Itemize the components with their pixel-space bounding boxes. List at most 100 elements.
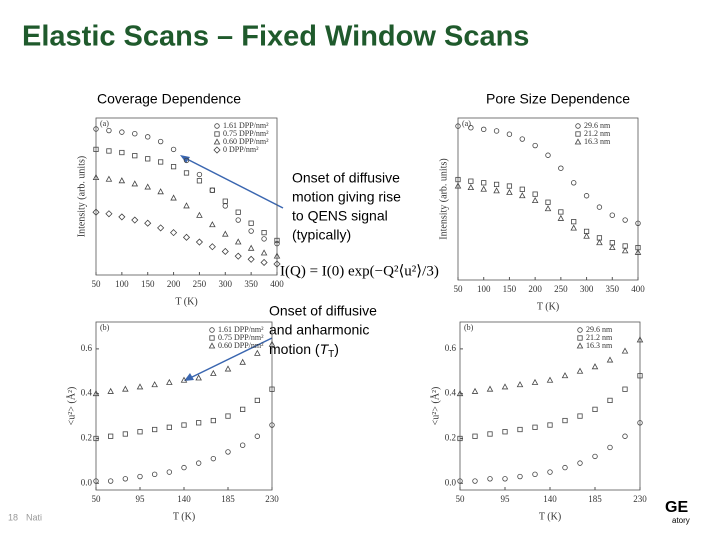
point (260, 258, 268, 267)
point (577, 413, 583, 419)
x-tick-label: 300 (219, 279, 233, 289)
point (547, 469, 553, 475)
legend-label: 29.6 nm (586, 325, 613, 334)
point (209, 221, 216, 228)
point (532, 424, 538, 430)
legend-label: 0.60 DPP/nm² (223, 137, 269, 146)
point (107, 478, 114, 484)
legend-label: 1.61 DPP/nm² (223, 121, 269, 130)
x-tick-label: 400 (270, 279, 284, 289)
point (105, 210, 113, 218)
point (106, 148, 112, 154)
point (118, 213, 126, 221)
point (214, 123, 220, 129)
point (239, 358, 246, 365)
point (122, 431, 128, 437)
point (195, 460, 202, 466)
panel-label: (a) (100, 119, 109, 128)
point (621, 347, 629, 354)
point (558, 165, 564, 171)
point (517, 473, 523, 480)
y-axis-label: <u²> (Å²) (65, 387, 77, 426)
section-label: Coverage Dependence (97, 91, 241, 107)
point (468, 178, 474, 184)
logo-text: GE (665, 499, 688, 516)
x-axis-label: T (K) (175, 296, 197, 307)
annotation-part: ) (334, 341, 339, 357)
point (180, 376, 188, 383)
y-tick-label: 0.6 (445, 343, 457, 353)
x-tick-label: 50 (92, 494, 102, 504)
point (170, 229, 178, 237)
point (195, 374, 202, 381)
section-label: Pore Size Dependence (486, 91, 630, 107)
legend-label: 0.75 DPP/nm² (218, 333, 264, 342)
point (493, 181, 500, 188)
x-tick-label: 100 (477, 284, 491, 294)
point (457, 478, 463, 484)
plot-frame (95, 117, 278, 276)
point (545, 199, 551, 205)
annotation-line: and anharmonic (269, 322, 369, 338)
annotation-line: motion giving rise (292, 189, 401, 205)
point (196, 211, 203, 218)
annotation-part: T (328, 349, 334, 360)
x-tick-label: 100 (115, 279, 129, 289)
point (472, 433, 478, 439)
point (487, 476, 493, 482)
x-tick-label: 140 (177, 494, 191, 504)
point (261, 236, 267, 242)
point (210, 369, 217, 376)
x-tick-label: 400 (631, 284, 645, 294)
point (208, 243, 216, 251)
point (506, 183, 513, 189)
point (119, 129, 125, 135)
x-axis-label: T (K) (173, 511, 195, 522)
y-axis-label: Intensity (arb. units) (76, 156, 87, 237)
point (634, 248, 642, 255)
annotation-line: motion (TT) (269, 341, 339, 360)
point (181, 464, 187, 471)
point (254, 397, 260, 404)
annotation: Onset of diffusive motion giving rise to Q… (292, 170, 401, 243)
point (157, 224, 165, 232)
point (92, 208, 100, 216)
point (106, 127, 112, 134)
point (222, 230, 229, 237)
slide-title: Elastic Scans – Fixed Window Scans (22, 21, 529, 53)
arrow (187, 337, 273, 380)
y-axis-label: Intensity (arb. units) (438, 158, 449, 239)
point (502, 429, 508, 435)
point (576, 342, 584, 349)
point (577, 327, 583, 333)
point (621, 247, 629, 254)
point (506, 131, 513, 137)
point (562, 417, 568, 424)
point (274, 237, 280, 244)
panel-label: (b) (100, 323, 110, 332)
point (209, 187, 216, 193)
point (183, 157, 190, 164)
point (137, 429, 143, 435)
point (210, 417, 216, 424)
point (570, 224, 577, 231)
point (576, 367, 584, 374)
point (637, 373, 643, 379)
annotation-line: (typically) (292, 227, 351, 243)
point (93, 146, 99, 152)
x-axis-label: T (K) (537, 301, 559, 312)
x-tick-label: 95 (136, 494, 146, 504)
point (107, 387, 114, 394)
point (471, 387, 479, 394)
point (577, 335, 583, 341)
x-tick-label: 250 (193, 279, 207, 289)
point (195, 238, 203, 246)
legend-label: 21.2 nm (584, 129, 611, 138)
x-tick-label: 350 (244, 279, 258, 289)
point (260, 249, 268, 256)
x-tick-label: 150 (503, 284, 517, 294)
point (158, 159, 164, 165)
point (480, 185, 487, 192)
point (196, 171, 203, 178)
